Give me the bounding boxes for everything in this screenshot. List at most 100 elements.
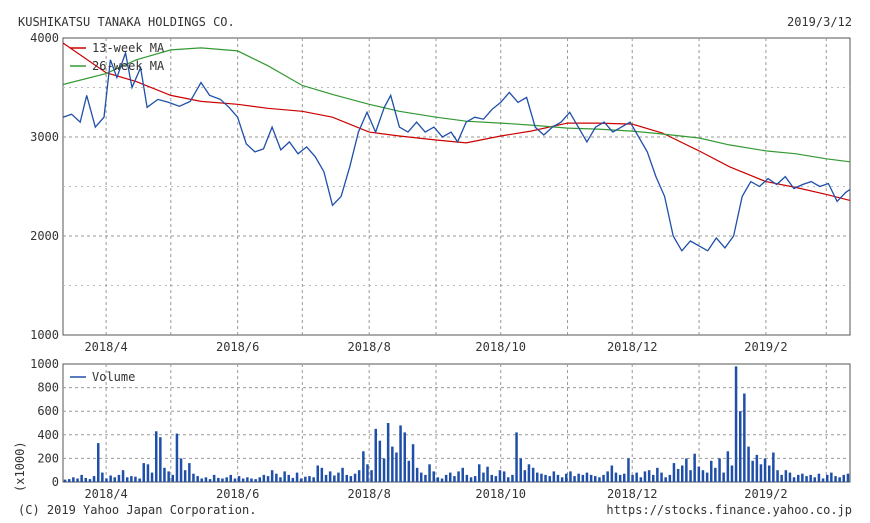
volume-bar xyxy=(594,476,597,482)
volume-bar xyxy=(751,460,754,482)
volume-bar xyxy=(730,465,734,482)
volume-bar xyxy=(308,476,311,482)
volume-bar xyxy=(217,477,220,482)
volume-bar xyxy=(610,465,614,482)
volume-bar xyxy=(801,473,804,482)
volume-y-tick-label: 200 xyxy=(37,451,59,465)
volume-bar xyxy=(105,478,108,482)
volume-bar xyxy=(747,446,750,482)
price-y-tick-label: 3000 xyxy=(30,130,59,144)
volume-bar xyxy=(722,472,725,482)
volume-bar xyxy=(399,425,402,482)
volume-bar xyxy=(681,465,684,482)
volume-bar xyxy=(482,472,485,482)
volume-bar xyxy=(420,472,423,482)
volume-bar xyxy=(821,478,825,482)
volume-bar xyxy=(212,474,216,482)
volume-bar xyxy=(797,474,800,482)
volume-bar xyxy=(304,476,307,482)
volume-bar xyxy=(146,464,150,482)
volume-bar xyxy=(200,478,203,482)
price-x-tick-label: 2018/8 xyxy=(347,340,390,354)
volume-bar xyxy=(444,474,448,482)
volume-bar xyxy=(573,476,576,482)
volume-bar xyxy=(295,472,299,482)
volume-bar xyxy=(287,474,290,482)
volume-bar xyxy=(225,477,228,482)
price-x-tick-label: 2018/4 xyxy=(84,340,127,354)
volume-bar xyxy=(382,458,386,482)
volume-bar xyxy=(490,474,493,482)
volume-bar xyxy=(788,472,792,482)
volume-bar xyxy=(705,472,709,482)
volume-bar xyxy=(772,452,775,482)
volume-bar xyxy=(179,458,183,482)
volume-bar xyxy=(718,458,721,482)
volume-bar xyxy=(548,476,551,482)
volume-bar xyxy=(453,476,456,482)
source-url: https://stocks.finance.yahoo.co.jp xyxy=(606,503,852,517)
volume-bar xyxy=(424,474,427,482)
volume-bar xyxy=(316,465,319,482)
volume-bar xyxy=(229,474,232,482)
volume-bar xyxy=(507,477,510,482)
volume-bar xyxy=(241,478,245,482)
volume-bar xyxy=(805,476,808,482)
ma26-line xyxy=(62,47,851,163)
volume-bar xyxy=(685,458,688,482)
volume-bar xyxy=(391,446,394,482)
volume-bar xyxy=(250,478,253,482)
volume-bar xyxy=(763,458,767,482)
volume-bar xyxy=(552,471,556,482)
volume-bar xyxy=(415,467,419,482)
volume-bar xyxy=(183,470,187,482)
volume-bar xyxy=(72,477,75,482)
volume-bar xyxy=(63,479,67,482)
volume-bars xyxy=(63,366,850,482)
volume-bar xyxy=(88,479,92,482)
volume-bar xyxy=(602,474,605,482)
volume-bar xyxy=(357,470,361,482)
volume-bar xyxy=(299,478,303,482)
price-x-ticks: 2018/4 2018/6 2018/8 2018/10 2018/12 2019/2 xyxy=(84,340,787,354)
volume-bar xyxy=(386,423,390,482)
volume-bar xyxy=(324,474,328,482)
volume-bar xyxy=(693,453,696,482)
volume-bar xyxy=(714,467,717,482)
volume-bar xyxy=(743,393,746,482)
volume-bar xyxy=(817,473,821,482)
volume-bar xyxy=(565,473,568,482)
volume-bar xyxy=(345,474,348,482)
volume-bar xyxy=(254,479,257,482)
volume-bar xyxy=(834,476,837,482)
volume-bar xyxy=(523,470,527,482)
volume-bar xyxy=(237,476,241,482)
volume-bar xyxy=(155,431,158,482)
chart-date: 2019/3/12 xyxy=(787,15,852,29)
volume-x-tick-label: 2018/12 xyxy=(607,487,658,501)
volume-bar xyxy=(134,476,137,482)
volume-bar xyxy=(635,472,638,482)
volume-y-tick-label: 400 xyxy=(37,428,59,442)
volume-bar xyxy=(569,471,572,482)
volume-bar xyxy=(449,472,452,482)
volume-bar xyxy=(498,470,502,482)
volume-bar xyxy=(221,478,224,482)
volume-bar xyxy=(84,477,87,482)
volume-x-tick-label: 2018/4 xyxy=(84,487,127,501)
volume-bar xyxy=(842,474,845,482)
volume-bar xyxy=(374,428,377,482)
volume-bar xyxy=(784,470,788,482)
volume-bar xyxy=(697,466,701,482)
price-series xyxy=(62,42,851,252)
volume-bar xyxy=(701,470,705,482)
volume-bar xyxy=(353,473,357,482)
volume-bar xyxy=(204,477,208,482)
volume-bar xyxy=(627,458,630,482)
volume-bar xyxy=(142,463,145,482)
volume-bar xyxy=(502,471,506,482)
volume-bar xyxy=(341,467,344,482)
volume-bar xyxy=(461,467,464,482)
volume-bar xyxy=(846,473,850,482)
